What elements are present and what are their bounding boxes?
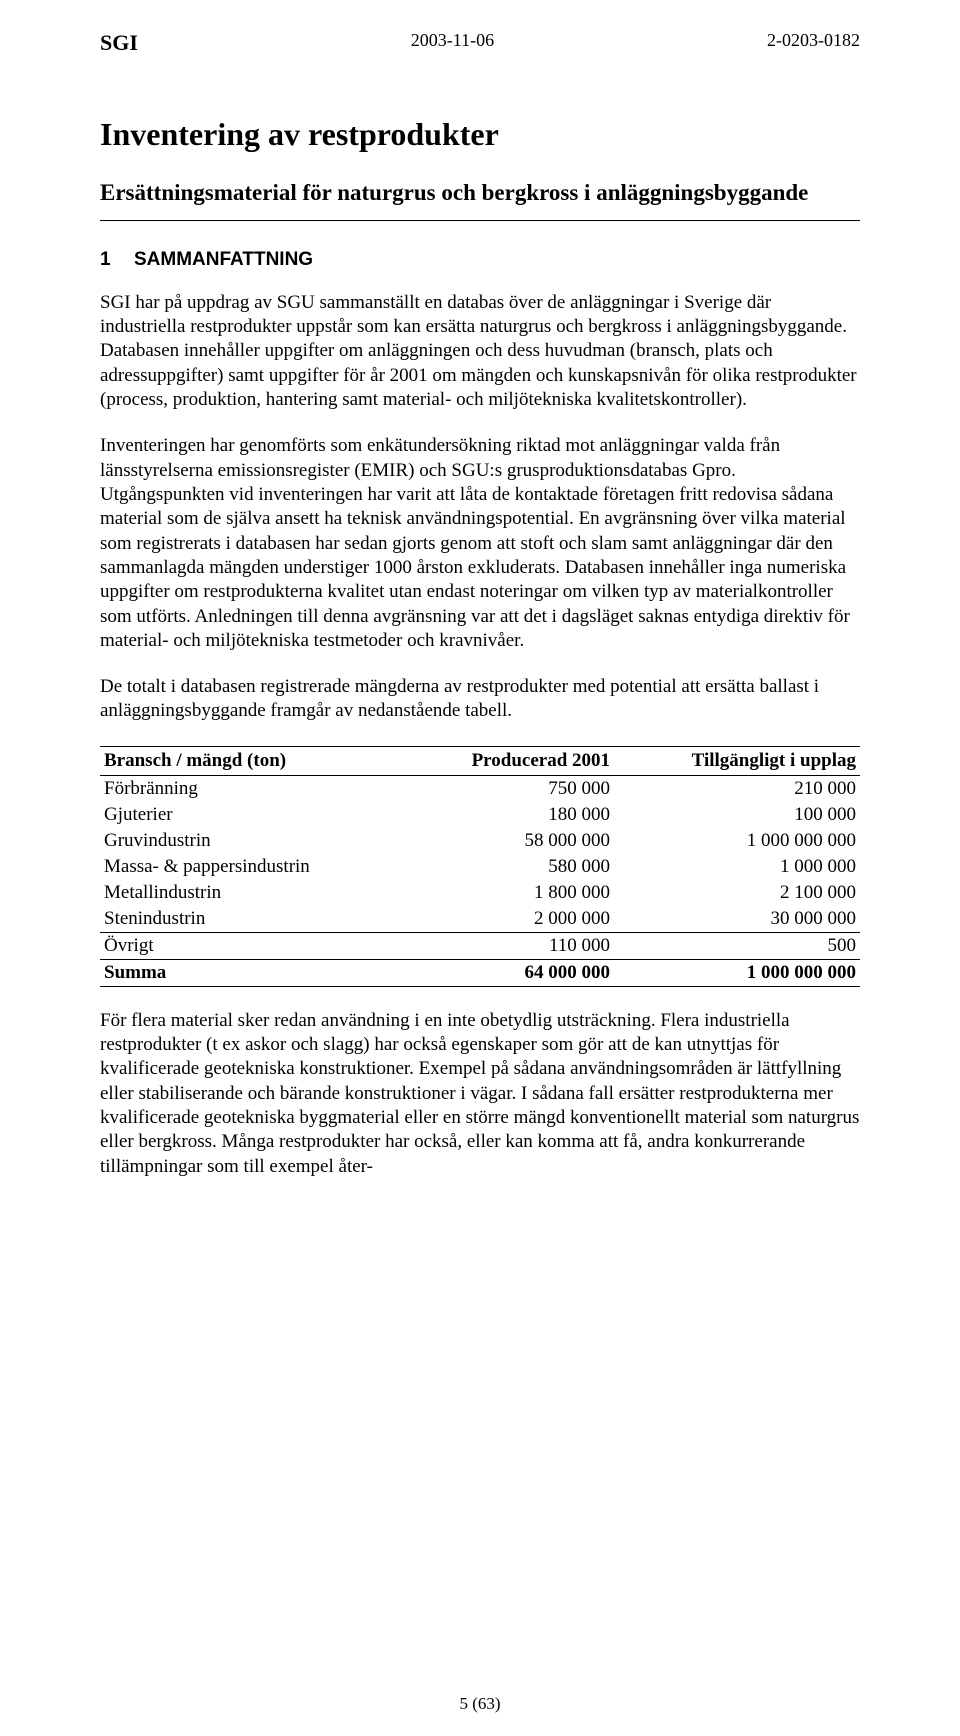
header-docnum: 2-0203-0182 <box>767 30 860 56</box>
cell-bransch: Förbränning <box>100 775 405 802</box>
page-number: 5 (63) <box>0 1694 960 1714</box>
cell-sum-producerad: 64 000 000 <box>405 959 614 986</box>
table-header-bransch: Bransch / mängd (ton) <box>100 746 405 775</box>
cell-producerad: 2 000 000 <box>405 906 614 933</box>
cell-tillgangligt: 30 000 000 <box>614 906 860 933</box>
summary-table: Bransch / mängd (ton) Producerad 2001 Ti… <box>100 746 860 987</box>
table-header-producerad: Producerad 2001 <box>405 746 614 775</box>
cell-producerad: 1 800 000 <box>405 880 614 906</box>
section-label: SAMMANFATTNING <box>134 249 313 270</box>
cell-producerad: 58 000 000 <box>405 828 614 854</box>
paragraph-1: SGI har på uppdrag av SGU sammanställt e… <box>100 291 860 413</box>
cell-producerad: 180 000 <box>405 802 614 828</box>
cell-sum-tillgangligt: 1 000 000 000 <box>614 959 860 986</box>
cell-tillgangligt: 210 000 <box>614 775 860 802</box>
section-heading: 1SAMMANFATTNING <box>100 249 860 271</box>
document-subtitle: Ersättningsmaterial för naturgrus och be… <box>100 179 860 208</box>
table-row: Förbränning 750 000 210 000 <box>100 775 860 802</box>
cell-tillgangligt: 1 000 000 <box>614 854 860 880</box>
cell-bransch: Övrigt <box>100 932 405 959</box>
table-row: Gruvindustrin 58 000 000 1 000 000 000 <box>100 828 860 854</box>
table-sum-row: Summa 64 000 000 1 000 000 000 <box>100 959 860 986</box>
document-title: Inventering av restprodukter <box>100 116 860 153</box>
table-row: Övrigt 110 000 500 <box>100 932 860 959</box>
cell-tillgangligt: 100 000 <box>614 802 860 828</box>
table-row: Metallindustrin 1 800 000 2 100 000 <box>100 880 860 906</box>
cell-sum-label: Summa <box>100 959 405 986</box>
header-org: SGI <box>100 30 138 56</box>
table-header-row: Bransch / mängd (ton) Producerad 2001 Ti… <box>100 746 860 775</box>
cell-producerad: 750 000 <box>405 775 614 802</box>
cell-tillgangligt: 500 <box>614 932 860 959</box>
table-row: Massa- & pappersindustrin 580 000 1 000 … <box>100 854 860 880</box>
cell-tillgangligt: 2 100 000 <box>614 880 860 906</box>
cell-tillgangligt: 1 000 000 000 <box>614 828 860 854</box>
title-rule <box>100 220 860 221</box>
cell-bransch: Massa- & pappersindustrin <box>100 854 405 880</box>
paragraph-2: Inventeringen har genomförts som enkätun… <box>100 434 860 653</box>
table-header-tillgangligt: Tillgängligt i upplag <box>614 746 860 775</box>
table-row: Gjuterier 180 000 100 000 <box>100 802 860 828</box>
table-row: Stenindustrin 2 000 000 30 000 000 <box>100 906 860 933</box>
page-header: SGI 2003-11-06 2-0203-0182 <box>100 30 860 56</box>
header-date: 2003-11-06 <box>411 30 494 56</box>
cell-bransch: Gruvindustrin <box>100 828 405 854</box>
cell-bransch: Metallindustrin <box>100 880 405 906</box>
cell-producerad: 580 000 <box>405 854 614 880</box>
cell-bransch: Stenindustrin <box>100 906 405 933</box>
cell-bransch: Gjuterier <box>100 802 405 828</box>
paragraph-4: För flera material sker redan användning… <box>100 1009 860 1179</box>
cell-producerad: 110 000 <box>405 932 614 959</box>
section-number: 1 <box>100 249 134 271</box>
page: SGI 2003-11-06 2-0203-0182 Inventering a… <box>0 0 960 1736</box>
paragraph-3: De totalt i databasen registrerade mängd… <box>100 675 860 724</box>
